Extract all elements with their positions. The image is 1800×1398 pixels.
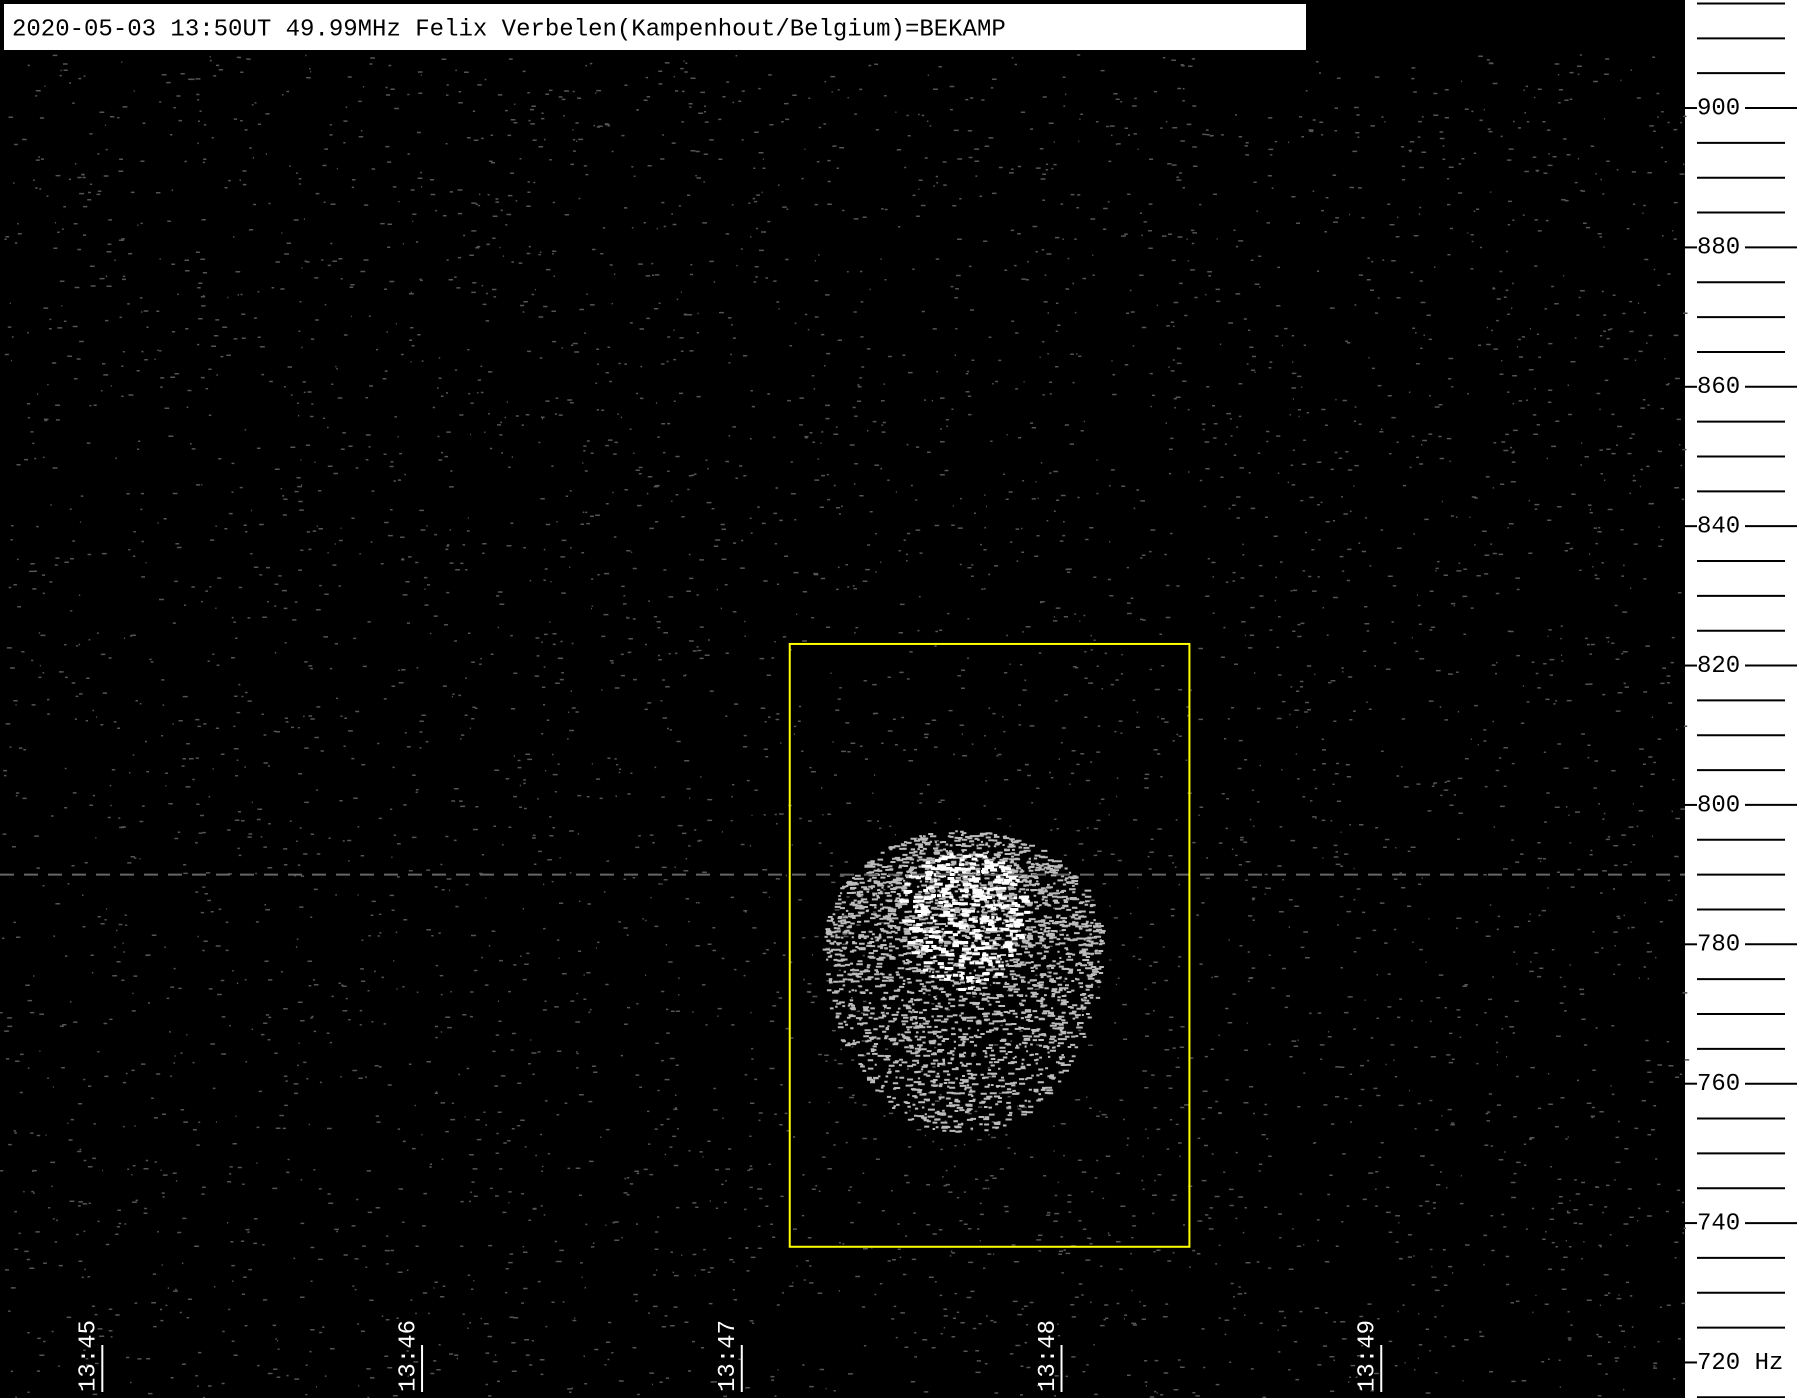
echo-core	[899, 853, 1031, 991]
y-tick-label: 780	[1697, 932, 1740, 959]
x-tick-label: 13:48	[1035, 1320, 1062, 1392]
y-tick-label: 800	[1697, 792, 1740, 819]
y-tick-label: 880	[1697, 235, 1740, 262]
noise-speckle	[0, 54, 1690, 1398]
y-tick-label: 720 Hz	[1697, 1350, 1783, 1377]
x-tick-label: 13:49	[1355, 1320, 1382, 1392]
y-tick-label: 760	[1697, 1071, 1740, 1098]
chart-title: 2020-05-03 13:50UT 49.99MHz Felix Verbel…	[12, 16, 1006, 43]
plot-area	[0, 0, 1685, 1398]
y-tick-label: 900	[1697, 95, 1740, 122]
y-tick-label: 840	[1697, 514, 1740, 541]
x-tick-label: 13:45	[76, 1320, 103, 1392]
y-tick-label: 740	[1697, 1210, 1740, 1237]
highlight-box	[788, 642, 1191, 1248]
x-tick-label: 13:47	[715, 1320, 742, 1392]
noise-layer	[0, 54, 1690, 1398]
echo-speckle	[822, 830, 1106, 1133]
x-tick-label: 13:46	[395, 1320, 422, 1392]
y-tick-label: 860	[1697, 374, 1740, 401]
title-box	[4, 4, 1306, 50]
y-tick-label: 820	[1697, 653, 1740, 680]
